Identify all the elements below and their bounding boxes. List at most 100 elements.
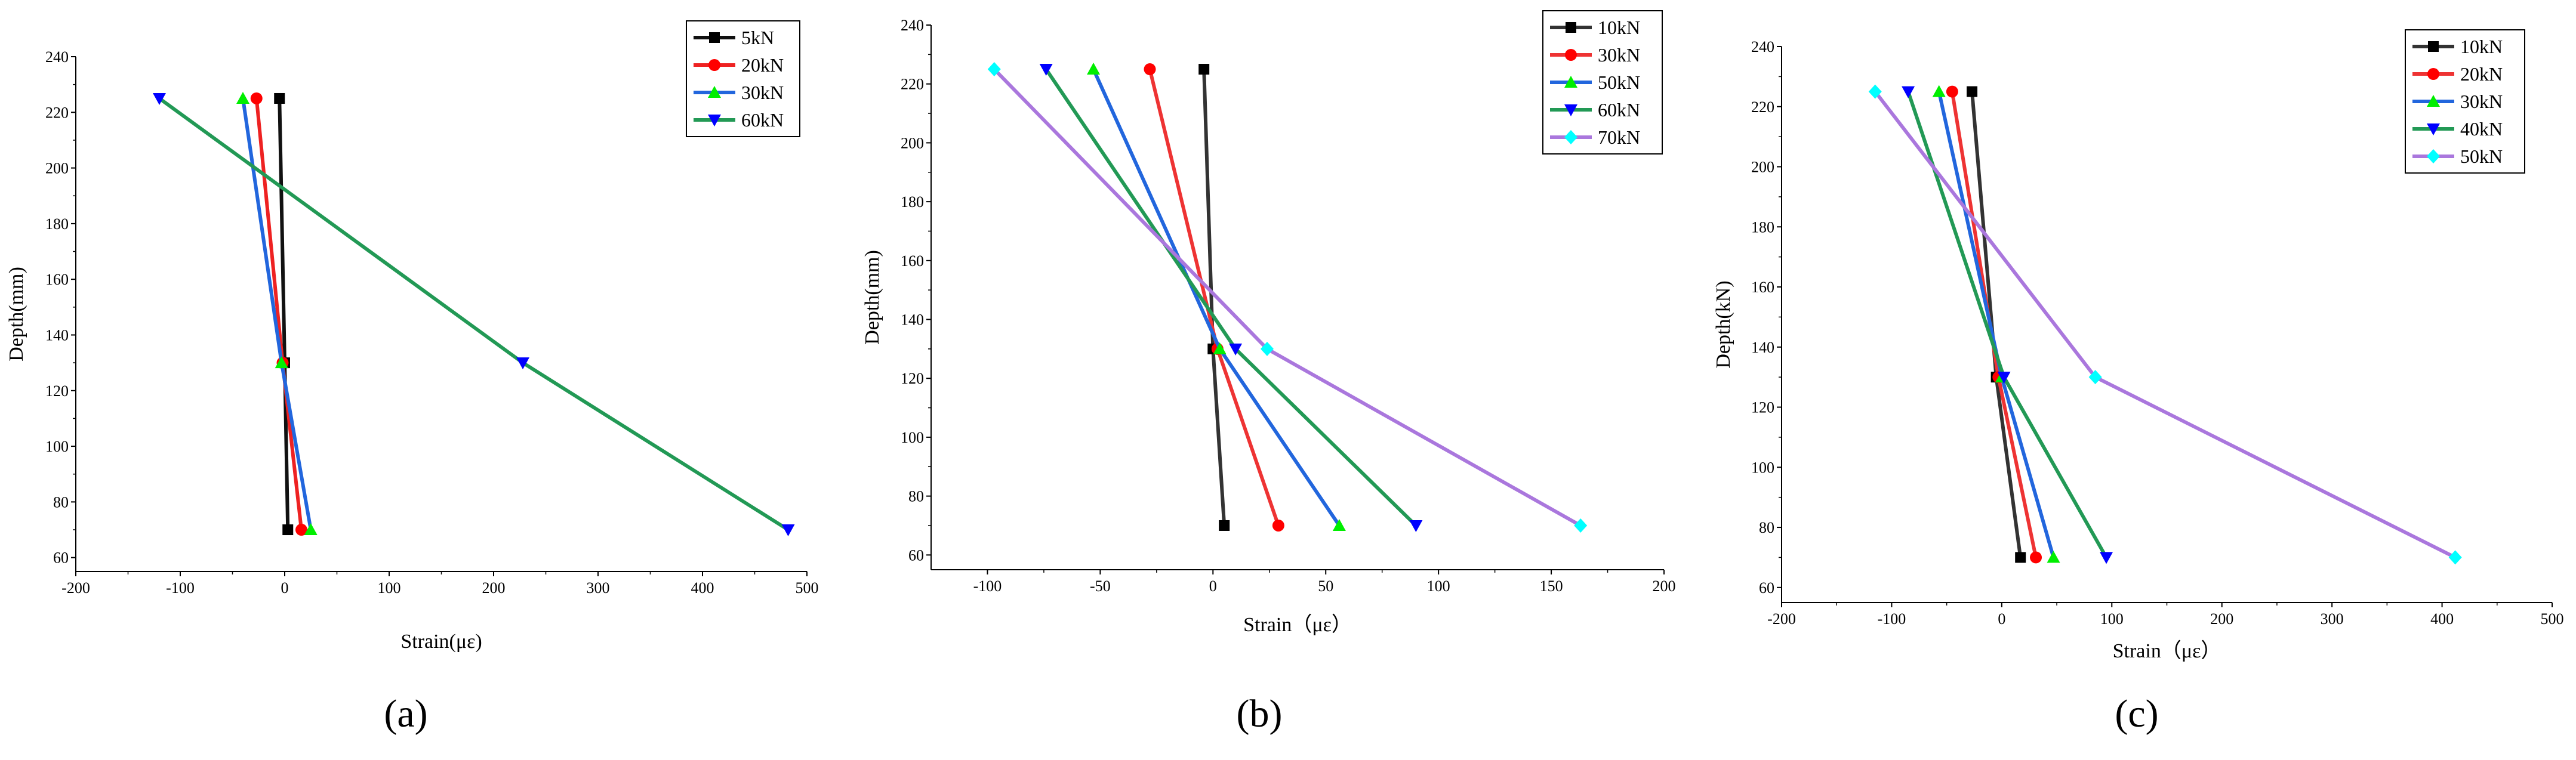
panel-label: (a) xyxy=(384,692,427,736)
y-tick-label: 100 xyxy=(45,438,69,455)
x-tick-label: 100 xyxy=(2100,610,2124,628)
x-tick-label: 100 xyxy=(378,579,401,597)
data-point xyxy=(781,524,795,537)
y-tick-label: 60 xyxy=(53,549,69,567)
data-point xyxy=(304,523,318,536)
legend-label: 40kN xyxy=(2460,118,2503,140)
legend: 10kN 20kN 30kN 40kN 50kN xyxy=(2405,29,2525,174)
chart-panel-2: -100 -50 0 50 100 150 200 60 80 100 120 140 160 180 20… xyxy=(861,10,1676,736)
data-point xyxy=(1574,518,1588,533)
data-point xyxy=(1868,84,1882,99)
data-point xyxy=(1932,85,1946,97)
y-tick-label: 240 xyxy=(45,48,69,66)
x-tick-label: 400 xyxy=(691,579,714,597)
y-axis-label: Depth(mm) xyxy=(861,250,883,345)
data-point xyxy=(2047,551,2060,563)
x-tick-label: 150 xyxy=(1540,577,1563,595)
legend-label: 50kN xyxy=(1598,72,1640,93)
series-line xyxy=(993,67,1582,527)
data-point xyxy=(2448,550,2462,565)
series-50kN xyxy=(1868,84,2462,565)
data-point xyxy=(987,62,1001,77)
y-tick-label: 180 xyxy=(45,215,69,233)
x-tick-label: 200 xyxy=(482,579,506,597)
legend-box xyxy=(686,20,800,137)
data-point xyxy=(1332,518,1346,531)
legend-marker xyxy=(2428,41,2439,52)
series-line xyxy=(1906,91,2108,558)
y-tick-label: 120 xyxy=(901,370,924,387)
legend-label: 50kN xyxy=(2460,146,2503,167)
x-tick-label: 400 xyxy=(2430,610,2454,628)
data-point xyxy=(2088,370,2102,385)
data-point xyxy=(1087,63,1101,75)
y-tick-label: 220 xyxy=(901,76,924,93)
series-10kN xyxy=(1967,86,2026,563)
legend: 10kN 30kN 50kN 60kN 70kN xyxy=(1542,10,1663,155)
legend-marker xyxy=(2427,149,2440,163)
y-tick-label: 140 xyxy=(901,311,924,329)
y-tick-label: 180 xyxy=(901,193,924,211)
x-tick-label: 300 xyxy=(2321,610,2344,628)
data-point xyxy=(1198,64,1210,75)
data-point xyxy=(2015,552,2026,563)
data-point xyxy=(516,357,529,370)
data-point xyxy=(1409,520,1423,532)
legend-label: 60kN xyxy=(1598,99,1640,121)
data-point xyxy=(250,92,263,104)
panel-label: (b) xyxy=(1237,692,1283,736)
data-point xyxy=(1967,86,1978,97)
data-point xyxy=(1039,64,1053,76)
legend-marker xyxy=(709,32,720,43)
y-tick-label: 160 xyxy=(1751,279,1774,296)
legend-marker xyxy=(1565,49,1577,61)
legend-label: 10kN xyxy=(2460,36,2503,57)
data-point xyxy=(275,356,288,369)
chart-panel-3: -200 -100 0 100 200 300 400 500 60 80 100 120 140 160… xyxy=(1712,29,2564,736)
y-tick-label: 160 xyxy=(901,252,924,270)
data-point xyxy=(1260,341,1274,356)
x-tick-label: 200 xyxy=(2210,610,2233,628)
legend: 5kN 20kN 30kN 60kN xyxy=(686,20,800,137)
series-line xyxy=(1148,69,1280,526)
data-point xyxy=(282,524,294,536)
y-tick-label: 80 xyxy=(53,493,69,511)
y-tick-label: 240 xyxy=(901,17,924,34)
y-tick-label: 80 xyxy=(1759,519,1774,536)
legend-label: 30kN xyxy=(741,82,784,103)
y-tick-label: 60 xyxy=(908,546,924,564)
y-axis-label: Depth(mm) xyxy=(5,267,27,362)
legend-marker xyxy=(2427,95,2440,107)
legend-marker xyxy=(1564,76,1577,88)
x-tick-label: 50 xyxy=(1318,577,1333,595)
series-line xyxy=(1937,91,2056,558)
legend-label: 30kN xyxy=(2460,91,2503,112)
series-20kN xyxy=(1946,85,2042,564)
series-60kN xyxy=(1039,64,1423,532)
data-point xyxy=(274,92,285,104)
legend-label: 10kN xyxy=(1598,17,1640,38)
y-tick-label: 80 xyxy=(908,488,924,505)
y-tick-label: 200 xyxy=(901,134,924,152)
series-30kN xyxy=(1932,85,2060,563)
legend-marker xyxy=(708,115,721,126)
y-tick-label: 140 xyxy=(1751,339,1774,356)
x-tick-label: 300 xyxy=(587,579,610,597)
data-point xyxy=(1144,63,1156,76)
series-line xyxy=(1202,69,1227,526)
panel-label: (c) xyxy=(2115,692,2158,736)
legend-label: 70kN xyxy=(1598,126,1640,148)
legend-label: 30kN xyxy=(1598,44,1640,66)
y-tick-label: 100 xyxy=(901,429,924,446)
y-tick-label: 240 xyxy=(1751,38,1774,55)
x-axis-label: Strain(με) xyxy=(400,631,482,653)
y-tick-label: 220 xyxy=(1751,98,1774,116)
x-tick-label: 500 xyxy=(796,579,819,597)
series-line xyxy=(278,98,290,530)
x-tick-label: -200 xyxy=(1767,610,1796,628)
series-30kN xyxy=(236,91,318,536)
data-point xyxy=(236,91,249,104)
data-point xyxy=(2030,551,2042,564)
series-30kN xyxy=(1144,63,1284,532)
y-tick-label: 200 xyxy=(1751,159,1774,176)
